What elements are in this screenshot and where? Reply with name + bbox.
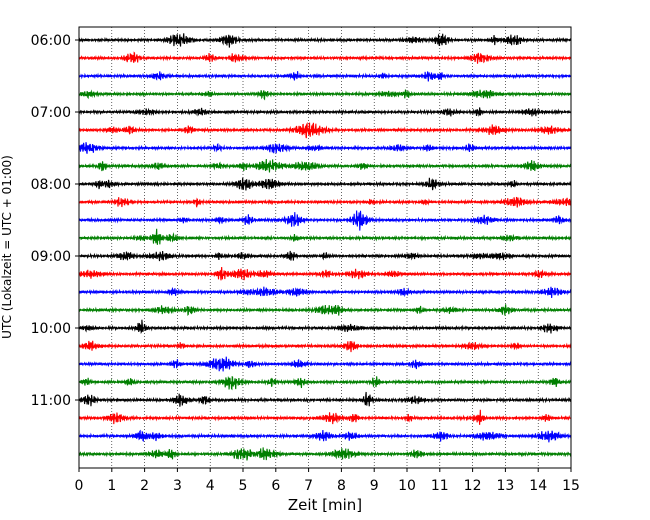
seismic-trace — [78, 356, 572, 372]
seismic-trace — [78, 447, 572, 461]
seismic-trace — [78, 228, 572, 245]
x-tick-label: 5 — [239, 478, 248, 494]
x-tick-label: 4 — [206, 478, 215, 494]
y-tick-label: 08:00 — [31, 177, 71, 193]
x-tick-label: 7 — [304, 478, 313, 494]
seismic-trace — [78, 71, 572, 82]
seismic-trace — [78, 210, 572, 231]
y-tick-label: 11:00 — [31, 393, 71, 409]
y-axis-label: UTC (Lokalzeit = UTC + 01:00) — [0, 155, 14, 339]
x-tick-label: 1 — [107, 478, 116, 494]
seismic-trace — [78, 286, 572, 298]
seismic-trace — [78, 429, 572, 443]
traces-group — [78, 33, 572, 461]
plot-frame — [78, 26, 572, 469]
x-tick-label: 2 — [140, 478, 149, 494]
x-tick-label: 0 — [75, 478, 84, 494]
seismic-trace — [78, 51, 572, 64]
seismic-trace — [78, 409, 572, 425]
seismic-trace — [78, 304, 572, 316]
seismic-trace — [78, 375, 572, 391]
seismic-trace — [78, 89, 572, 101]
seismic-trace — [78, 266, 572, 281]
y-tick-label: 10:00 — [31, 321, 71, 337]
x-tick-label: 12 — [464, 478, 482, 494]
seismic-trace — [78, 33, 572, 48]
y-tick-label: 09:00 — [31, 249, 71, 265]
x-tick-label: 15 — [562, 478, 580, 494]
x-tick-label: 14 — [529, 478, 547, 494]
seismic-trace — [78, 391, 572, 407]
seismic-trace — [78, 158, 572, 173]
x-tick-label: 9 — [370, 478, 379, 494]
x-axis-ticks: 0 1 2 3 4 5 6 7 8 9 10 11 12 13 14 15 — [75, 468, 580, 494]
seismic-trace — [78, 177, 572, 191]
y-axis-ticks: 06:00 07:00 08:00 09:00 10:00 11:00 — [31, 33, 79, 409]
x-tick-label: 13 — [496, 478, 514, 494]
seismic-trace — [78, 196, 572, 208]
x-tick-label: 6 — [271, 478, 280, 494]
x-tick-label: 8 — [337, 478, 346, 494]
seismic-trace — [78, 142, 572, 154]
x-tick-label: 11 — [431, 478, 449, 494]
y-tick-label: 07:00 — [31, 105, 71, 121]
seismic-trace — [78, 319, 572, 335]
y-tick-label: 06:00 — [31, 33, 71, 49]
plot-area — [79, 27, 571, 468]
x-axis-label: Zeit [min] — [288, 496, 362, 514]
seismic-trace — [78, 250, 572, 262]
seismic-trace — [78, 340, 572, 353]
x-tick-label: 10 — [398, 478, 416, 494]
seismic-trace — [78, 107, 572, 117]
x-tick-label: 3 — [173, 478, 182, 494]
seismic-trace — [78, 121, 572, 139]
